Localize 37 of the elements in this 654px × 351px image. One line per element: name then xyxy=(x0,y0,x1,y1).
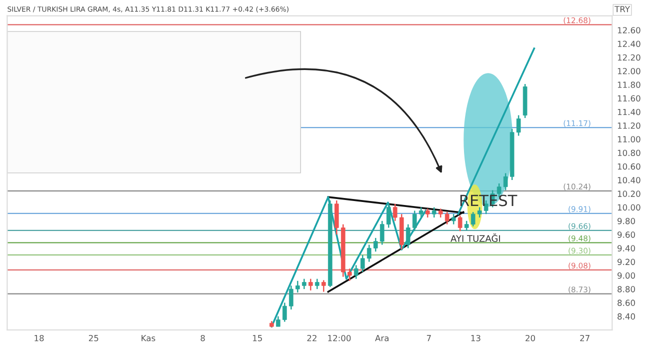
y-tick-label: 12.00 xyxy=(618,68,640,74)
x-tick-label: 7 xyxy=(426,335,431,342)
y-tick-label: 10.60 xyxy=(618,163,640,170)
x-tick-label: Ara xyxy=(375,335,388,342)
x-tick-label: 20 xyxy=(526,334,536,342)
x-tick-label: 18 xyxy=(34,334,44,342)
y-tick-label: 8.80 xyxy=(618,286,636,292)
y-tick-label: 12.60 xyxy=(618,27,640,34)
y-tick-label: 9.40 xyxy=(618,245,636,252)
y-tick-label: 9.80 xyxy=(618,218,636,224)
x-tick-label: 22 xyxy=(307,334,316,342)
y-tick-label: 10.20 xyxy=(618,190,640,197)
y-tick-label: 8.60 xyxy=(618,300,636,306)
y-tick-label: 10.40 xyxy=(618,177,640,184)
x-tick-label: 8 xyxy=(200,334,205,342)
x-tick-label: 13 xyxy=(471,334,480,342)
y-tick-label: 11.40 xyxy=(618,108,640,116)
x-tick-label: 15 xyxy=(252,335,262,342)
y-tick-label: 9.60 xyxy=(618,232,636,238)
x-tick-label: 12:00 xyxy=(328,334,351,342)
y-tick-label: 11.00 xyxy=(618,136,640,142)
y-tick-label: 11.80 xyxy=(618,82,640,88)
y-tick-label: 10.00 xyxy=(618,204,640,211)
y-axis-title: TRY xyxy=(614,6,630,12)
y-tick-label: 12.40 xyxy=(618,40,640,48)
x-tick-label: 25 xyxy=(88,334,98,342)
y-tick-label: 9.00 xyxy=(618,272,636,279)
x-tick-label: 27 xyxy=(580,334,590,342)
x-tick-label: Kas xyxy=(142,335,156,342)
y-tick-label: 12.20 xyxy=(618,54,640,61)
annotation: AYI TUZAĞI xyxy=(450,233,500,242)
annotation: RETEST xyxy=(460,194,518,206)
y-tick-label: 11.20 xyxy=(618,122,640,129)
y-tick-label: 9.20 xyxy=(618,258,636,266)
y-tick-label: 8.40 xyxy=(618,313,636,320)
y-tick-label: 10.80 xyxy=(618,150,640,156)
y-tick-label: 11.60 xyxy=(618,95,640,102)
